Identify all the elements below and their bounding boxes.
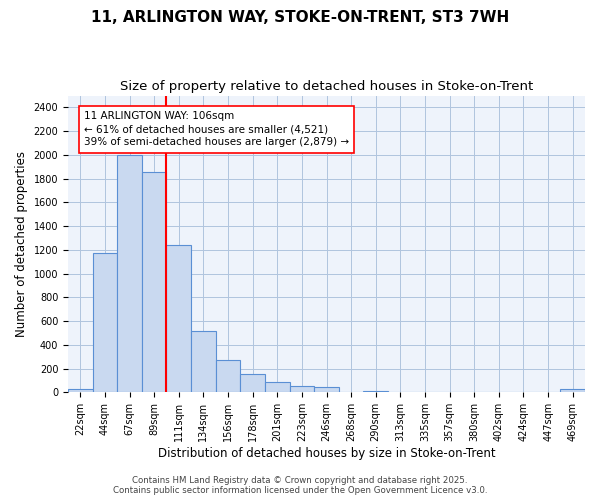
- Y-axis label: Number of detached properties: Number of detached properties: [15, 151, 28, 337]
- Bar: [216, 360, 241, 392]
- Title: Size of property relative to detached houses in Stoke-on-Trent: Size of property relative to detached ho…: [120, 80, 533, 93]
- Bar: [241, 374, 265, 392]
- Bar: [92, 254, 117, 392]
- Bar: [364, 390, 388, 392]
- Bar: [191, 330, 216, 392]
- Text: 11 ARLINGTON WAY: 106sqm
← 61% of detached houses are smaller (4,521)
39% of sem: 11 ARLINGTON WAY: 106sqm ← 61% of detach…: [84, 111, 349, 148]
- Bar: [290, 386, 314, 392]
- X-axis label: Distribution of detached houses by size in Stoke-on-Trent: Distribution of detached houses by size …: [158, 447, 496, 460]
- Text: 11, ARLINGTON WAY, STOKE-ON-TRENT, ST3 7WH: 11, ARLINGTON WAY, STOKE-ON-TRENT, ST3 7…: [91, 10, 509, 25]
- Bar: [314, 387, 339, 392]
- Text: Contains HM Land Registry data © Crown copyright and database right 2025.
Contai: Contains HM Land Registry data © Crown c…: [113, 476, 487, 495]
- Bar: [560, 389, 585, 392]
- Bar: [142, 172, 166, 392]
- Bar: [68, 389, 92, 392]
- Bar: [117, 155, 142, 392]
- Bar: [265, 382, 290, 392]
- Bar: [166, 245, 191, 392]
